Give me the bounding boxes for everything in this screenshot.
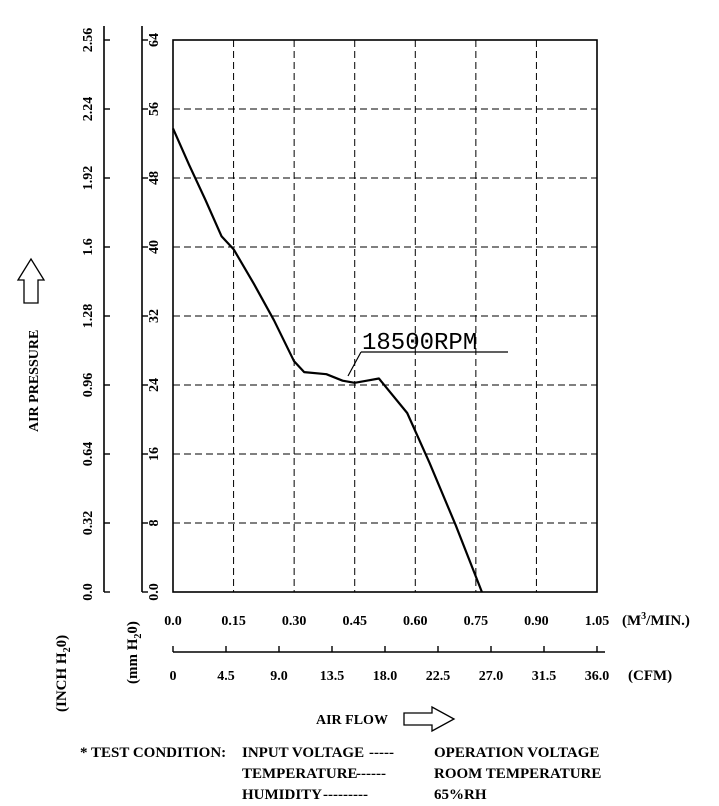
x-axis-title: AIR FLOW	[316, 713, 388, 728]
cfm-axis	[172, 646, 605, 653]
y-tick-label-mm: 56	[147, 102, 162, 116]
y-tick-label-inch: 0.32	[81, 511, 96, 536]
y-tick-label-inch: 0.0	[81, 583, 96, 601]
y-tick-label-mm: 48	[147, 171, 162, 185]
y-tick-label-inch: 0.96	[81, 373, 96, 398]
y-tick-label-mm: 24	[147, 378, 162, 392]
x-tick-label-m3: 0.15	[221, 614, 246, 629]
x-tick-labels-cfm: 0 4.5 9.0 13.5 18.0 22.5 27.0 31.5 36.0	[170, 669, 610, 684]
series-line-18500rpm	[171, 127, 483, 593]
x-tick-label-m3: 1.05	[585, 614, 610, 629]
x-tick-label-m3: 0.45	[342, 614, 367, 629]
condition-temperature-value: ROOM TEMPERATURE	[434, 766, 601, 782]
plot-frame	[172, 39, 598, 593]
y-tick-labels-mm: 0.0 8 16 24 32 40 48 56 64	[147, 33, 162, 601]
x-tick-label-m3: 0.75	[464, 614, 489, 629]
x-tick-label-cfm: 9.0	[270, 669, 288, 684]
condition-input-voltage-value: OPERATION VOLTAGE	[434, 745, 599, 761]
condition-humidity-param: HUMIDITY	[242, 787, 322, 803]
x-tick-label-cfm: 36.0	[585, 669, 610, 684]
y-unit-inch: (INCH H20)	[54, 635, 73, 712]
y-tick-label-inch: 2.24	[81, 97, 96, 122]
y-axis-title: AIR PRESSURE	[27, 330, 42, 432]
x-tick-label-cfm: 4.5	[217, 669, 235, 684]
condition-temperature-dash: ------	[356, 766, 386, 782]
y-tick-label-mm: 40	[147, 240, 162, 254]
y-tick-labels-inch: 0.0 0.32 0.64 0.96 1.28 1.6 1.92 2.24 2.56	[81, 28, 96, 601]
condition-humidity-value: 65%RH	[434, 787, 487, 803]
y-tick-label-mm: 8	[147, 520, 162, 527]
test-condition-prefix: * TEST CONDITION:	[80, 745, 226, 761]
x-tick-label-m3: 0.60	[403, 614, 428, 629]
y-tick-label-mm: 32	[147, 309, 162, 323]
x-tick-label-m3: 0.90	[524, 614, 549, 629]
annotation-leader	[347, 351, 508, 377]
x-tick-label-cfm: 13.5	[320, 669, 345, 684]
x-unit-m3: (M3/MIN.)	[622, 611, 690, 629]
grid-lines	[173, 40, 597, 592]
y-tick-label-inch: 1.6	[81, 238, 96, 256]
x-tick-label-m3: 0.30	[282, 614, 307, 629]
condition-input-voltage-dash: -----	[369, 745, 394, 761]
y-tick-label-inch: 1.92	[81, 166, 96, 191]
up-arrow-icon	[16, 257, 46, 304]
x-tick-label-cfm: 22.5	[426, 669, 451, 684]
y-tick-label-inch: 2.56	[81, 28, 96, 53]
x-tick-label-cfm: 18.0	[373, 669, 398, 684]
x-tick-labels-m3: 0.0 0.15 0.30 0.45 0.60 0.75 0.90 1.05	[164, 614, 609, 629]
x-tick-label-cfm: 0	[170, 669, 177, 684]
y-unit-mm: (mm H20)	[125, 621, 144, 684]
x-tick-label-cfm: 31.5	[532, 669, 557, 684]
condition-input-voltage-param: INPUT VOLTAGE	[242, 745, 364, 761]
condition-temperature-param: TEMPERATURE	[242, 766, 358, 782]
y-tick-label-inch: 0.64	[81, 442, 96, 467]
y-tick-label-mm: 64	[147, 33, 162, 47]
y-tick-label-mm: 16	[147, 447, 162, 461]
right-arrow-icon	[403, 705, 456, 733]
y-axis-lines	[103, 26, 148, 593]
x-unit-cfm: (CFM)	[628, 668, 672, 684]
condition-humidity-dash: ---------	[323, 787, 368, 803]
y-tick-label-inch: 1.28	[81, 304, 96, 329]
annotation-label: 18500RPM	[362, 330, 477, 357]
x-tick-label-cfm: 27.0	[479, 669, 504, 684]
y-tick-label-mm: 0.0	[147, 583, 162, 601]
x-tick-label-m3: 0.0	[164, 614, 182, 629]
